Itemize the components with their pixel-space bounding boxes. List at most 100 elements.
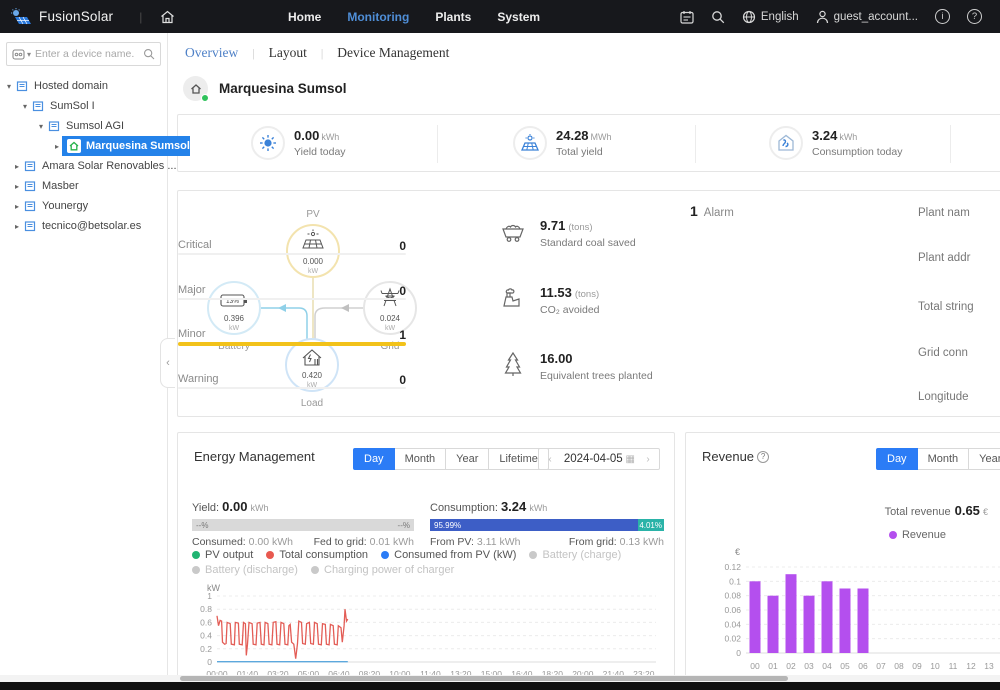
env-label: CO₂ avoided xyxy=(540,303,600,316)
main-menu: Home Monitoring Plants System xyxy=(288,10,540,24)
revenue-legend[interactable]: Revenue xyxy=(888,529,946,541)
alarm-row-major[interactable]: Major 0 xyxy=(178,284,406,300)
scrollbar-thumb[interactable] xyxy=(180,676,788,681)
horizontal-scrollbar[interactable] xyxy=(0,675,1000,682)
menu-plants[interactable]: Plants xyxy=(435,9,472,24)
kpi-label: Consumption today xyxy=(812,146,903,159)
env-value: 11.53 xyxy=(540,285,572,300)
date-value[interactable]: 2024-04-05 xyxy=(563,453,623,465)
search-icon[interactable] xyxy=(711,10,725,24)
calendar-small-icon[interactable]: ▦ xyxy=(625,453,635,465)
sidebar-item-amara-solar[interactable]: ▸ Amara Solar Renovables ... xyxy=(0,156,177,176)
load-unit: kW xyxy=(307,382,318,389)
plant-name: Marquesina Sumsol xyxy=(219,81,347,96)
domain-icon xyxy=(24,180,37,193)
tab-device-management[interactable]: Device Management xyxy=(337,45,450,60)
revenue-tab-day[interactable]: Day xyxy=(876,448,918,470)
battery-soc: 13% xyxy=(226,298,239,305)
svg-text:21:40: 21:40 xyxy=(603,669,625,679)
legend-consumed-from-pv[interactable]: Consumed from PV (kW) xyxy=(381,549,516,561)
alarm-row-minor[interactable]: Minor 1 xyxy=(178,328,406,346)
svg-text:09: 09 xyxy=(912,661,922,671)
alarm-row-warning[interactable]: Warning 0 xyxy=(178,373,406,389)
sidebar-item-sumsol-i[interactable]: ▾ SumSol I xyxy=(0,96,167,116)
sidebar-item-younergy[interactable]: ▸ Younergy xyxy=(0,196,167,216)
help-icon[interactable]: ? xyxy=(967,9,982,24)
caret-right-icon[interactable]: ▸ xyxy=(14,201,19,211)
tab-divider: | xyxy=(320,45,324,60)
menu-home[interactable]: Home xyxy=(288,9,322,24)
legend-battery-charge[interactable]: Battery (charge) xyxy=(529,549,621,561)
load-label: Load xyxy=(301,398,323,409)
revenue-bar-chart[interactable]: €0 0.02 0.04 0.06 0.08 0.1 0.12 00 01 02 03 04 05 06 0… xyxy=(694,545,1000,682)
energy-tab-day[interactable]: Day xyxy=(353,448,395,470)
svg-text:05: 05 xyxy=(840,661,850,671)
sidebar-item-hosted-domain[interactable]: ▾ Hosted domain xyxy=(0,76,167,96)
caret-right-icon[interactable]: ▸ xyxy=(54,141,59,151)
svg-text:0.08: 0.08 xyxy=(724,591,741,601)
energy-tab-year[interactable]: Year xyxy=(446,448,490,470)
legend-dot xyxy=(192,551,200,559)
calendar-icon[interactable] xyxy=(680,10,694,24)
svg-text:00: 00 xyxy=(750,661,760,671)
revenue-help-icon[interactable]: ? xyxy=(757,450,770,463)
menu-monitoring[interactable]: Monitoring xyxy=(347,9,410,24)
revenue-tab-year[interactable]: Year xyxy=(969,448,1000,470)
domain-icon xyxy=(16,80,29,93)
svg-text:1: 1 xyxy=(207,591,212,601)
alarm-row-critical[interactable]: Critical 0 xyxy=(178,239,406,255)
caret-right-icon[interactable]: ▸ xyxy=(14,181,19,191)
svg-text:16:40: 16:40 xyxy=(511,669,533,679)
kpi-label: Total yield xyxy=(556,146,603,159)
device-search-submit-icon[interactable] xyxy=(143,48,155,60)
sidebar-item-sumsol-agi[interactable]: ▾ Sumsol AGI xyxy=(0,116,167,136)
brand-name: FusionSolar xyxy=(39,9,114,24)
device-type-icon[interactable] xyxy=(12,48,25,60)
prev-date-icon[interactable]: ‹ xyxy=(548,453,552,465)
caret-down-icon[interactable]: ▾ xyxy=(38,121,43,131)
alarm-bar xyxy=(178,387,406,389)
caret-down-icon[interactable]: ▾ xyxy=(22,101,27,111)
language-switch[interactable]: English xyxy=(742,10,799,24)
env-trees-planted: 16.00 Equivalent trees planted xyxy=(498,349,653,383)
svg-text:12: 12 xyxy=(966,661,976,671)
domain-icon xyxy=(32,100,45,113)
selected-plant-row[interactable]: Marquesina Sumsol xyxy=(62,136,190,156)
home-icon[interactable] xyxy=(160,10,175,24)
sidebar-item-masber[interactable]: ▸ Masber xyxy=(0,176,167,196)
next-date-icon[interactable]: › xyxy=(646,453,650,465)
revenue-range-tabs: Day Month Year xyxy=(876,448,1000,470)
revenue-tab-month[interactable]: Month xyxy=(917,448,970,470)
kpi-unit: MWh xyxy=(590,132,612,143)
account-menu[interactable]: guest_account... xyxy=(816,10,918,24)
device-search-input[interactable] xyxy=(35,48,143,60)
grid-value: 0.024 xyxy=(380,314,401,323)
info-icon[interactable]: i xyxy=(935,9,950,24)
legend-battery-discharge[interactable]: Battery (discharge) xyxy=(192,564,298,576)
sidebar-item-tecnico-betsolar[interactable]: ▸ tecnico@betsolar.es xyxy=(0,216,167,236)
device-type-caret-icon[interactable]: ▾ xyxy=(27,49,32,59)
sidebar-collapse-handle[interactable]: ‹ xyxy=(160,338,175,388)
legend-pv-output[interactable]: PV output xyxy=(192,549,253,561)
load-value: 0.420 xyxy=(302,371,323,380)
sidebar-item-marquesina-sumsol-selected[interactable]: ▸ Marquesina Sumsol xyxy=(0,136,190,156)
tab-overview[interactable]: Overview xyxy=(185,45,239,60)
legend-total-consumption[interactable]: Total consumption xyxy=(266,549,368,561)
tab-divider: | xyxy=(252,45,255,60)
energy-line-chart[interactable]: kW 0 0.2 0.4 0.6 0.8 1 00:00 01:40 03:20 05:00 06:4… xyxy=(184,583,670,686)
caret-right-icon[interactable]: ▸ xyxy=(14,221,19,231)
tab-layout[interactable]: Layout xyxy=(268,45,307,60)
brand-logo[interactable]: FusionSolar xyxy=(10,7,114,26)
svg-text:20:00: 20:00 xyxy=(572,669,594,679)
svg-text:00:00: 00:00 xyxy=(206,669,228,679)
caret-right-icon[interactable]: ▸ xyxy=(14,161,19,171)
caret-down-icon[interactable]: ▾ xyxy=(6,81,11,91)
yield-summary: Yield: 0.00 kWh --% --% Consumed: 0.00 kW… xyxy=(192,499,414,548)
menu-system[interactable]: System xyxy=(497,9,541,24)
energy-tab-lifetime[interactable]: Lifetime xyxy=(489,448,549,470)
energy-tab-month[interactable]: Month xyxy=(394,448,447,470)
kpi-divider xyxy=(437,125,438,163)
legend-charging-power[interactable]: Charging power of charger xyxy=(311,564,454,576)
env-label: Standard coal saved xyxy=(540,236,636,249)
